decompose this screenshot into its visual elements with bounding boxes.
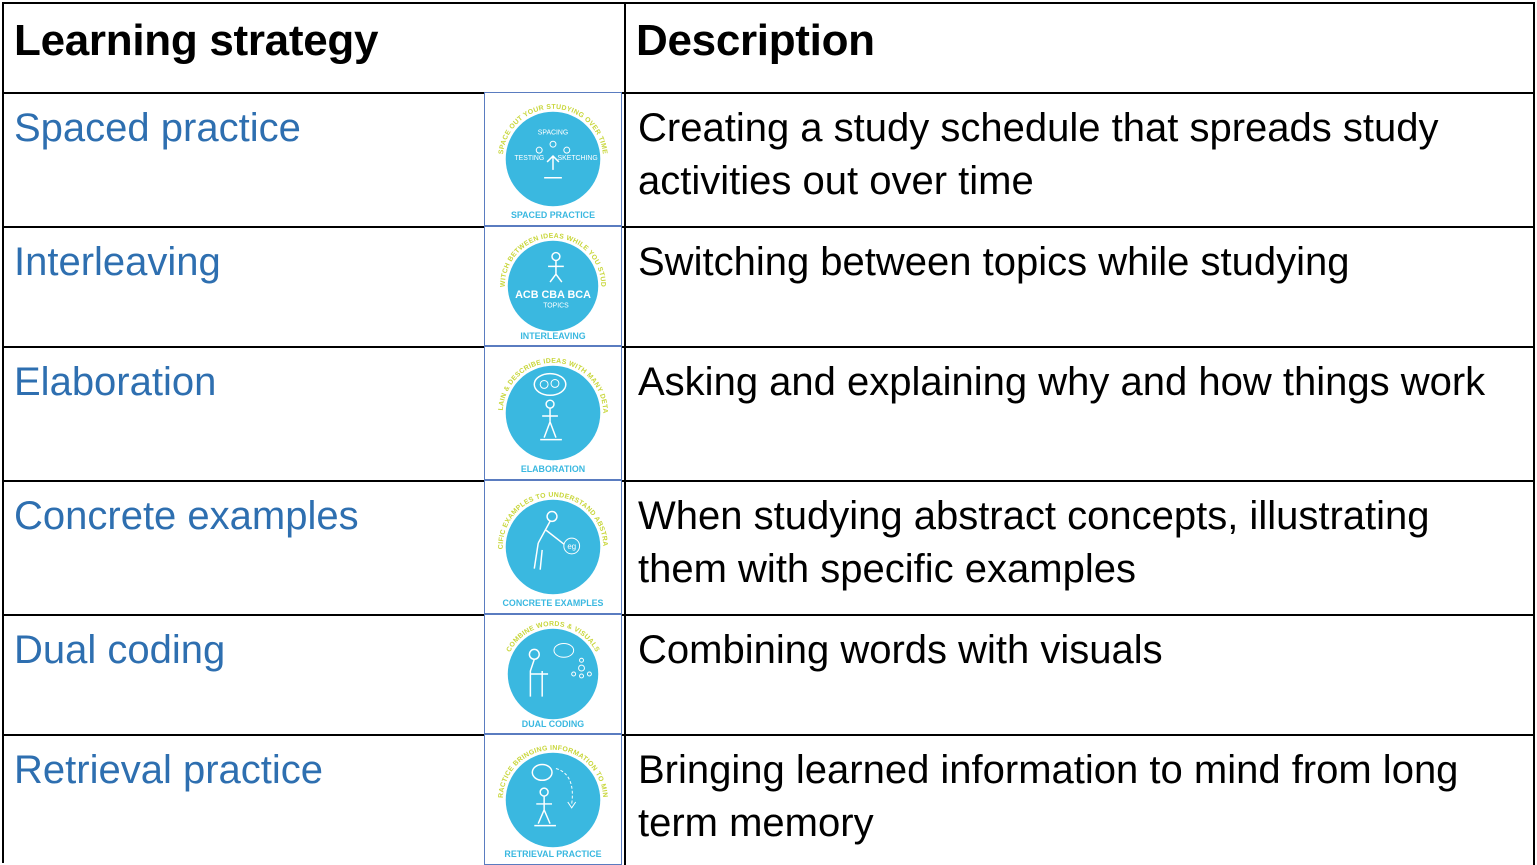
strategy-cell: Retrieval practice PRACTICE BRINGING INF… bbox=[4, 734, 626, 865]
strategy-cell: Interleaving SWITCH BETWEEN IDEAS WHILE … bbox=[4, 226, 626, 346]
strategy-description: Bringing learned information to mind fro… bbox=[638, 748, 1459, 845]
strategy-name: Dual coding bbox=[14, 628, 226, 672]
svg-text:TESTING: TESTING bbox=[514, 155, 544, 162]
strategy-description: Creating a study schedule that spreads s… bbox=[638, 106, 1439, 203]
table-row: Interleaving SWITCH BETWEEN IDEAS WHILE … bbox=[4, 226, 1535, 348]
interleaving-badge: SWITCH BETWEEN IDEAS WHILE YOU STUDY ACB… bbox=[485, 227, 606, 341]
dual-coding-icon: COMBINE WORDS & VISUALS DUAL CODING bbox=[484, 614, 622, 734]
description-cell: Combining words with visuals bbox=[626, 616, 1535, 734]
strategy-cell: Spaced practice SPACE OUT YOUR STUDYING … bbox=[4, 92, 626, 226]
svg-text:INTERLEAVING: INTERLEAVING bbox=[520, 331, 585, 341]
table-row: Retrieval practice PRACTICE BRINGING INF… bbox=[4, 734, 1535, 865]
table-row: Spaced practice SPACE OUT YOUR STUDYING … bbox=[4, 92, 1535, 228]
description-cell: Switching between topics while studying bbox=[626, 228, 1535, 346]
description-cell: Bringing learned information to mind fro… bbox=[626, 736, 1535, 865]
svg-text:ACB CBA BCA: ACB CBA BCA bbox=[515, 289, 591, 301]
svg-text:SPACING: SPACING bbox=[538, 129, 568, 136]
strategy-name: Retrieval practice bbox=[14, 748, 324, 792]
concrete-examples-badge: USE SPECIFIC EXAMPLES TO UNDERSTAND ABST… bbox=[485, 481, 608, 608]
strategy-name: Concrete examples bbox=[14, 494, 359, 538]
description-cell: Creating a study schedule that spreads s… bbox=[626, 94, 1535, 226]
strategy-cell: Elaboration EXPLAIN & DESCRIBE IDEAS WIT… bbox=[4, 346, 626, 480]
strategy-description: Switching between topics while studying bbox=[638, 240, 1350, 284]
table-header-row: Learning strategy Description bbox=[4, 4, 1535, 94]
table-row: Concrete examples USE SPECIFIC EXAMPLES … bbox=[4, 480, 1535, 616]
strategy-cell: Concrete examples USE SPECIFIC EXAMPLES … bbox=[4, 480, 626, 614]
strategy-name: Spaced practice bbox=[14, 106, 301, 150]
strategy-name: Interleaving bbox=[14, 240, 221, 284]
table-row: Dual coding COMBINE WORDS & VISUALS DUAL… bbox=[4, 614, 1535, 736]
svg-text:SPACED PRACTICE: SPACED PRACTICE bbox=[511, 210, 595, 220]
retrieval-practice-icon: PRACTICE BRINGING INFORMATION TO MIND RE… bbox=[484, 734, 622, 865]
interleaving-icon: SWITCH BETWEEN IDEAS WHILE YOU STUDY ACB… bbox=[484, 226, 622, 346]
header-cell-strategy: Learning strategy bbox=[4, 4, 626, 92]
svg-text:DUAL CODING: DUAL CODING bbox=[522, 719, 584, 729]
header-cell-description: Description bbox=[626, 4, 1535, 92]
svg-text:TOPICS: TOPICS bbox=[543, 303, 569, 310]
spaced-practice-icon: SPACE OUT YOUR STUDYING OVER TIME SPACIN… bbox=[484, 92, 622, 226]
header-description-label: Description bbox=[636, 16, 875, 65]
concrete-examples-icon: USE SPECIFIC EXAMPLES TO UNDERSTAND ABST… bbox=[484, 480, 622, 614]
strategy-description: When studying abstract concepts, illustr… bbox=[638, 494, 1430, 591]
description-cell: Asking and explaining why and how things… bbox=[626, 348, 1535, 480]
elaboration-badge: EXPLAIN & DESCRIBE IDEAS WITH MANY DETAI… bbox=[485, 347, 608, 474]
svg-text:CONCRETE EXAMPLES: CONCRETE EXAMPLES bbox=[503, 598, 604, 608]
spaced-practice-badge: SPACE OUT YOUR STUDYING OVER TIME SPACIN… bbox=[498, 104, 608, 220]
header-strategy-label: Learning strategy bbox=[14, 16, 379, 65]
svg-text:ELABORATION: ELABORATION bbox=[521, 464, 585, 474]
description-cell: When studying abstract concepts, illustr… bbox=[626, 482, 1535, 614]
retrieval-practice-badge: PRACTICE BRINGING INFORMATION TO MIND RE… bbox=[485, 735, 608, 859]
svg-text:eg: eg bbox=[567, 542, 576, 551]
dual-coding-badge: COMBINE WORDS & VISUALS DUAL CODING bbox=[506, 621, 601, 729]
strategy-cell: Dual coding COMBINE WORDS & VISUALS DUAL… bbox=[4, 614, 626, 734]
strategy-description: Asking and explaining why and how things… bbox=[638, 360, 1486, 404]
elaboration-icon: EXPLAIN & DESCRIBE IDEAS WITH MANY DETAI… bbox=[484, 346, 622, 480]
strategy-name: Elaboration bbox=[14, 360, 217, 404]
svg-text:SKETCHING: SKETCHING bbox=[558, 155, 598, 162]
strategy-description: Combining words with visuals bbox=[638, 628, 1163, 672]
svg-text:RETRIEVAL PRACTICE: RETRIEVAL PRACTICE bbox=[504, 849, 601, 859]
table-row: Elaboration EXPLAIN & DESCRIBE IDEAS WIT… bbox=[4, 346, 1535, 482]
